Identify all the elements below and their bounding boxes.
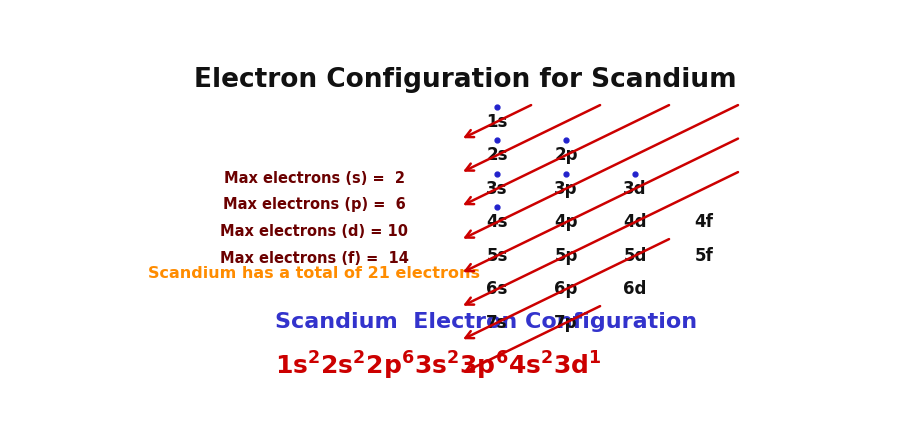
Text: 6s: 6s (487, 280, 508, 298)
Text: Max electrons (f) =  14: Max electrons (f) = 14 (220, 250, 409, 266)
Text: 5d: 5d (623, 247, 646, 265)
Text: 5f: 5f (695, 247, 714, 265)
Text: 2p: 2p (554, 146, 577, 164)
Text: 4d: 4d (623, 213, 646, 231)
Text: 7p: 7p (554, 313, 577, 332)
Text: Max electrons (d) = 10: Max electrons (d) = 10 (220, 224, 408, 239)
Text: 4f: 4f (695, 213, 714, 231)
Text: 3d: 3d (623, 180, 646, 198)
Text: 7s: 7s (487, 313, 508, 332)
Text: Scandium has a total of 21 electrons: Scandium has a total of 21 electrons (148, 266, 480, 281)
Text: 6d: 6d (623, 280, 646, 298)
Text: Max electrons (s) =  2: Max electrons (s) = 2 (223, 170, 405, 186)
Text: 3s: 3s (487, 180, 508, 198)
Text: 4p: 4p (554, 213, 577, 231)
Text: Scandium  Electron Configuration: Scandium Electron Configuration (275, 312, 697, 332)
Text: Max electrons (p) =  6: Max electrons (p) = 6 (222, 197, 406, 212)
Text: 1s: 1s (487, 113, 508, 131)
Text: 6p: 6p (554, 280, 577, 298)
Text: $\mathbf{1s^{2}2s^{2}2p^{6}3s^{2}3p^{6}4s^{2}3d^{1}}$: $\mathbf{1s^{2}2s^{2}2p^{6}3s^{2}3p^{6}4… (275, 350, 602, 382)
Text: 5p: 5p (554, 247, 577, 265)
Text: 3p: 3p (554, 180, 577, 198)
Text: Electron Configuration for Scandium: Electron Configuration for Scandium (194, 67, 736, 93)
Text: 5s: 5s (487, 247, 508, 265)
Text: 2s: 2s (487, 146, 508, 164)
Text: 4s: 4s (487, 213, 508, 231)
